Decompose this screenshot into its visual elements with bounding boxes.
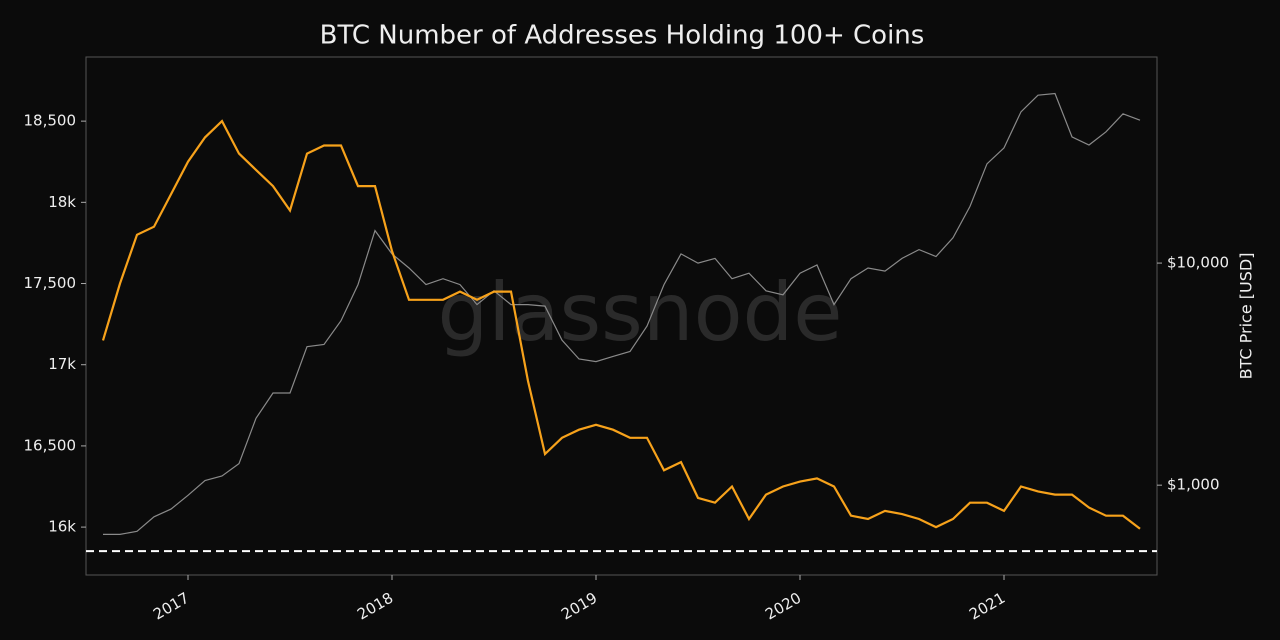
y2-axis-label: BTC Price [USD] — [1237, 253, 1256, 380]
y-tick-label: 16k — [48, 518, 76, 536]
series-line — [103, 92, 1141, 535]
y2-tick-label: $1,000 — [1167, 476, 1220, 494]
y-tick-label: 16,500 — [24, 436, 77, 454]
y2-tick-label: $10,000 — [1167, 254, 1229, 272]
y-tick-label: 17k — [48, 355, 76, 373]
plot-frame — [85, 56, 1158, 576]
watermark: glassnode — [437, 266, 842, 359]
y-tick-label: 17,500 — [24, 274, 77, 292]
chart-title: BTC Number of Addresses Holding 100+ Coi… — [320, 21, 925, 51]
y-tick-label: 18k — [48, 193, 76, 211]
y-tick-label: 18,500 — [24, 112, 77, 130]
series-line — [101, 119, 1141, 530]
